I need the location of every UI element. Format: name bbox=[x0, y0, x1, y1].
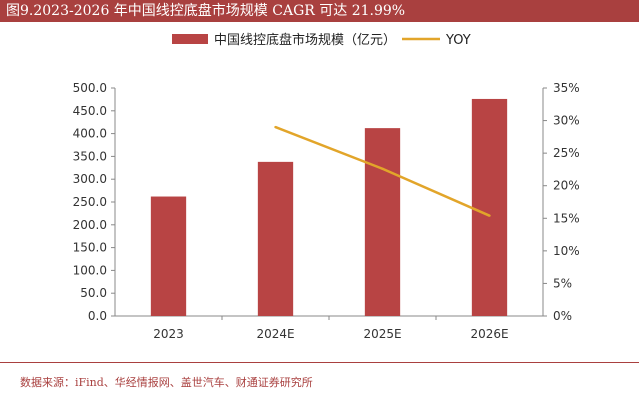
legend-line-label: YOY bbox=[445, 33, 471, 48]
y-left-tick-label: 50.0 bbox=[80, 286, 107, 300]
y-right-tick-label: 35% bbox=[553, 81, 580, 95]
legend: 中国线控底盘市场规模（亿元） YOY bbox=[172, 32, 471, 48]
y-left-tick-label: 100.0 bbox=[73, 263, 107, 277]
bar bbox=[150, 196, 187, 316]
y-right-tick-label: 5% bbox=[553, 276, 572, 290]
legend-bar-swatch bbox=[172, 34, 208, 44]
y-right-tick-label: 25% bbox=[553, 146, 580, 160]
x-tick-label: 2025E bbox=[363, 327, 401, 341]
figure-title: 图9.2023-2026 年中国线控底盘市场规模 CAGR 可达 21.99% bbox=[0, 0, 639, 22]
yoy-point bbox=[381, 167, 384, 170]
y-right-tick-label: 20% bbox=[553, 179, 580, 193]
yoy-line bbox=[274, 125, 491, 217]
y-left-tick-label: 350.0 bbox=[73, 149, 107, 163]
bar bbox=[471, 98, 508, 316]
yoy-point bbox=[274, 125, 277, 129]
y-left-tick-label: 150.0 bbox=[73, 241, 107, 255]
x-tick-label: 2024E bbox=[256, 327, 294, 341]
chart: 中国线控底盘市场规模（亿元） YOY 0.0 50.0 100.0 150.0 200.… bbox=[73, 32, 580, 341]
y-left-tick-label: 500.0 bbox=[73, 81, 107, 95]
y-left-tick-label: 400.0 bbox=[73, 127, 107, 141]
y-right-tick-label: 15% bbox=[553, 211, 580, 225]
x-tick-label: 2026E bbox=[470, 327, 508, 341]
y-left-tick-label: 300.0 bbox=[73, 172, 107, 186]
x-tick-label: 2023 bbox=[153, 327, 184, 341]
yoy-point bbox=[488, 214, 491, 217]
y-right-tick-label: 30% bbox=[553, 114, 580, 128]
y-left-tick-label: 0.0 bbox=[88, 309, 107, 323]
y-left-tick-label: 450.0 bbox=[73, 104, 107, 118]
y-left-tick-label: 200.0 bbox=[73, 218, 107, 232]
source-divider bbox=[0, 362, 639, 363]
source-note: 数据来源：iFind、华经情报网、盖世汽车、财通证券研究所 bbox=[20, 376, 313, 389]
axes: 0.0 50.0 100.0 150.0 200.0 250.0 300.0 350.0 400… bbox=[73, 81, 580, 341]
bar bbox=[364, 128, 401, 316]
bar bbox=[257, 161, 294, 316]
legend-bar-label: 中国线控底盘市场规模（亿元） bbox=[214, 32, 396, 48]
bars bbox=[150, 98, 508, 316]
y-right-tick-label: 10% bbox=[553, 244, 580, 258]
y-left-tick-label: 250.0 bbox=[73, 195, 107, 209]
y-right-tick-label: 0% bbox=[553, 309, 572, 323]
